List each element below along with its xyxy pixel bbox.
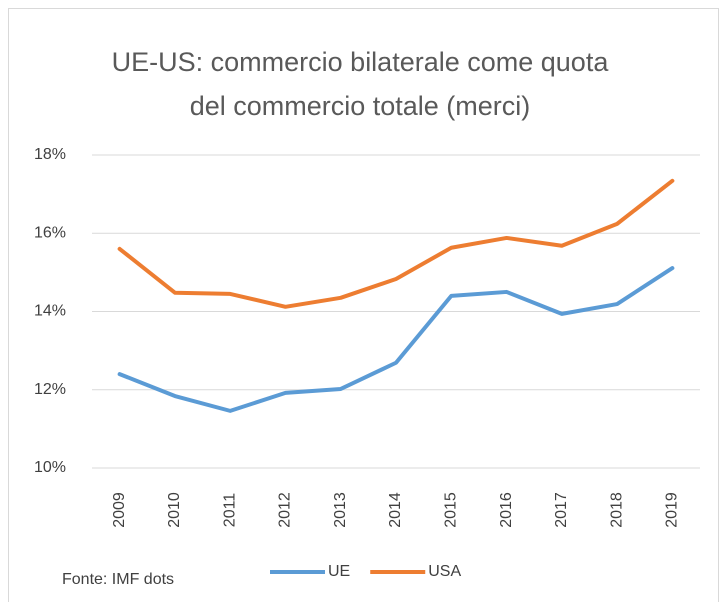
x-tick-label: 2014 [387,492,404,528]
legend-label: USA [428,563,461,580]
x-tick-label: 2016 [498,492,515,528]
y-tick-label: 18% [34,146,66,163]
chart-frame [8,8,719,602]
x-tick-label: 2017 [553,492,570,528]
source-note: Fonte: IMF dots [62,571,174,588]
x-tick-label: 2013 [332,492,349,528]
chart-title: UE-US: commercio bilaterale come quota d… [111,47,609,121]
legend-label: UE [328,563,350,580]
x-tick-label: 2018 [608,492,625,528]
line-series [117,266,675,413]
y-tick-label: 16% [34,224,66,241]
y-tick-label: 12% [34,381,66,398]
x-tick-label: 2019 [664,492,681,528]
line-series [117,178,675,309]
x-tick-label: 2009 [111,492,128,528]
y-tick-label: 14% [34,303,66,320]
x-tick-label: 2010 [166,492,183,528]
x-tick-label: 2012 [277,492,294,528]
x-tick-label: 2015 [442,492,459,528]
y-tick-label: 10% [34,459,66,476]
x-tick-label: 2011 [221,493,238,528]
